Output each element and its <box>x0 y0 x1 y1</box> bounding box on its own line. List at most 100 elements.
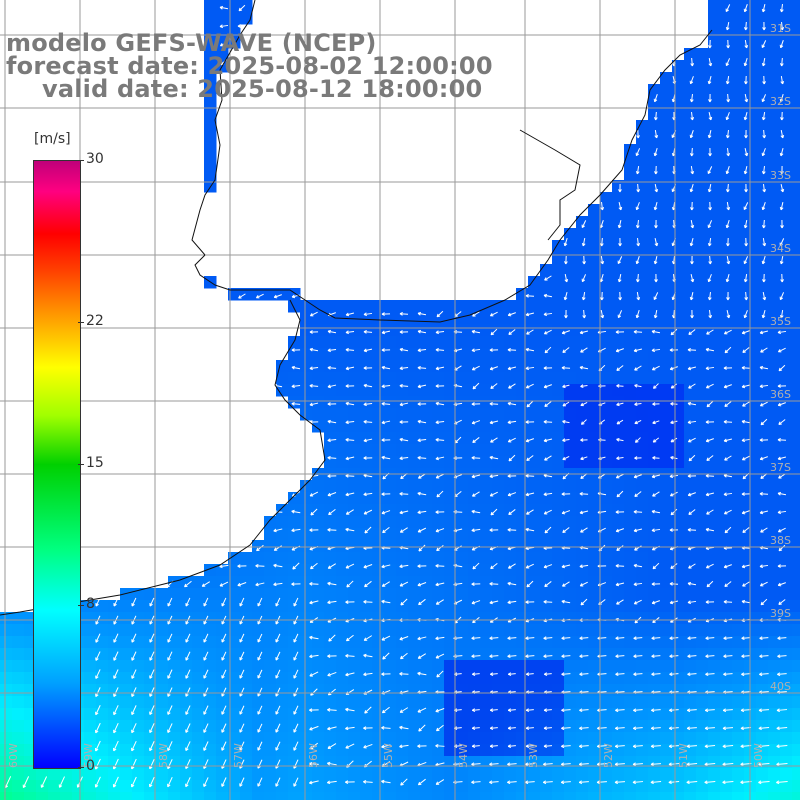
wind-cell <box>132 624 145 637</box>
wind-arrow-head <box>708 117 712 121</box>
wind-arrow-head <box>327 438 331 441</box>
wind-arrow <box>507 349 517 351</box>
wind-cell <box>756 240 769 253</box>
wind-cell <box>528 672 541 685</box>
wind-cell <box>348 300 361 313</box>
wind-arrow-head <box>363 402 367 405</box>
wind-cell <box>672 372 685 385</box>
wind-arrow-head <box>255 582 259 586</box>
wind-arrow-head <box>345 401 349 404</box>
wind-cell <box>768 228 781 241</box>
wind-arrow <box>724 564 732 568</box>
wind-cell <box>600 624 613 637</box>
wind-arrow-head <box>219 583 223 587</box>
wind-cell <box>588 744 601 757</box>
wind-cell <box>516 516 529 529</box>
wind-cell <box>168 780 181 793</box>
wind-cell <box>684 228 697 241</box>
wind-arrow <box>185 651 191 661</box>
wind-arrow <box>636 291 640 301</box>
wind-cell <box>792 408 800 421</box>
wind-cell <box>660 564 673 577</box>
wind-cell <box>552 432 565 445</box>
wind-arrow-head <box>563 296 566 301</box>
wind-cell <box>432 456 445 469</box>
wind-cell <box>372 708 385 721</box>
wind-cell <box>588 408 601 421</box>
wind-cell <box>360 552 373 565</box>
wind-cell <box>372 516 385 529</box>
wind-arrow <box>580 347 588 353</box>
wind-cell <box>240 708 253 721</box>
wind-cell <box>792 156 800 169</box>
wind-arrow-head <box>561 492 565 495</box>
wind-cell <box>768 396 781 409</box>
wind-arrow <box>472 437 480 443</box>
wind-cell <box>84 696 97 709</box>
wind-arrow-head <box>525 654 529 657</box>
wind-arrow <box>327 384 337 388</box>
wind-cell <box>228 720 241 733</box>
wind-arrow-head <box>600 315 604 319</box>
wind-cell <box>252 288 265 301</box>
wind-cell <box>648 612 661 625</box>
wind-arrow-head <box>705 347 710 350</box>
wind-arrow <box>435 349 445 351</box>
wind-cell <box>432 768 445 781</box>
wind-cell <box>588 516 601 529</box>
wind-cell <box>696 324 709 337</box>
wind-arrow <box>382 581 390 587</box>
wind-cell <box>552 300 565 313</box>
wind-cell <box>336 324 349 337</box>
wind-cell <box>108 696 121 709</box>
wind-arrow-head <box>780 135 784 139</box>
wind-cell <box>708 648 721 661</box>
wind-arrow <box>273 582 283 586</box>
wind-cell <box>132 732 145 745</box>
wind-cell <box>660 312 673 325</box>
wind-cell <box>708 192 721 205</box>
wind-cell <box>480 648 493 661</box>
wind-cell <box>756 720 769 733</box>
wind-cell <box>108 612 121 625</box>
wind-cell <box>492 444 505 457</box>
wind-arrow <box>221 633 227 643</box>
wind-cell <box>324 300 337 313</box>
wind-cell <box>192 612 205 625</box>
wind-cell <box>288 516 301 529</box>
wind-cell <box>12 636 25 649</box>
wind-arrow-head <box>669 366 673 370</box>
wind-cell <box>120 792 133 800</box>
wind-cell <box>432 528 445 541</box>
wind-cell <box>612 708 625 721</box>
wind-cell <box>432 660 445 673</box>
wind-cell <box>360 576 373 589</box>
wind-arrow <box>654 237 658 247</box>
wind-cell <box>324 540 337 553</box>
wind-cell <box>708 636 721 649</box>
wind-cell <box>552 696 565 709</box>
wind-cell <box>408 552 421 565</box>
wind-cell <box>348 324 361 337</box>
wind-cell <box>756 504 769 517</box>
wind-cell <box>684 180 697 193</box>
wind-cell <box>792 516 800 529</box>
wind-cell <box>516 480 529 493</box>
wind-cell <box>348 588 361 601</box>
wind-arrow <box>417 384 427 388</box>
wind-cell <box>684 372 697 385</box>
wind-cell <box>360 312 373 325</box>
wind-cell <box>96 672 109 685</box>
wind-arrow-head <box>687 636 691 639</box>
wind-cell <box>696 156 709 169</box>
wind-arrow-head <box>687 420 691 423</box>
wind-cell <box>648 780 661 793</box>
wind-cell <box>276 756 289 769</box>
wind-arrow <box>742 401 750 407</box>
wind-arrow <box>670 328 678 336</box>
wind-cell <box>468 708 481 721</box>
wind-arrow-head <box>381 438 385 441</box>
wind-cell <box>792 576 800 589</box>
wind-cell <box>240 660 253 673</box>
wind-cell <box>396 792 409 800</box>
